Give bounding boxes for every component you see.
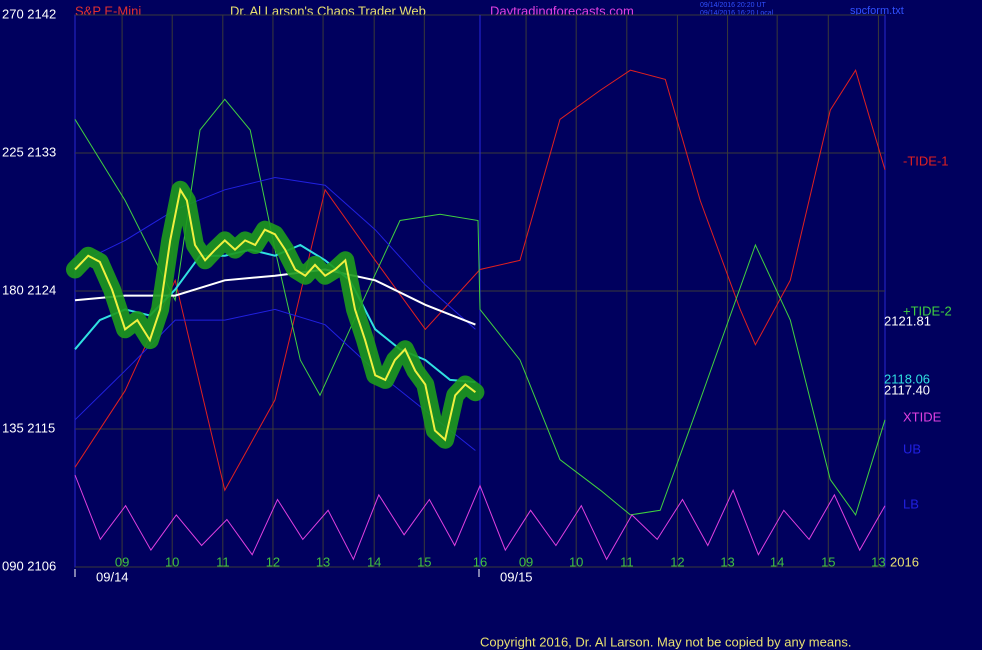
x-tick-label: 14 — [770, 554, 784, 569]
series-line — [74, 176, 476, 330]
legend-label: UB — [903, 441, 921, 456]
legend-label: +TIDE-2 — [903, 303, 952, 318]
copyright: Copyright 2016, Dr. Al Larson. May not b… — [480, 634, 851, 649]
x-tick-label: 16 — [473, 554, 487, 569]
y-tick-label: 270 2142 — [2, 6, 56, 21]
plot: 090 2106 135 2115 180 2124 225 2133 270 2142… — [2, 6, 952, 584]
end-value-label: 2117.40 — [884, 382, 930, 397]
file-name: spcform.txt — [850, 5, 904, 17]
y-tick-label: 090 2106 — [2, 558, 56, 573]
x-tick-label: 12 — [266, 554, 280, 569]
series-line — [74, 69, 886, 492]
x-tick-label: 09 — [519, 554, 533, 569]
legend-label: XTIDE — [903, 409, 942, 424]
x-tick-label: 10 — [569, 554, 583, 569]
series-line — [74, 308, 476, 451]
series-line — [74, 98, 886, 517]
legend-label: -TIDE-1 — [903, 153, 949, 168]
x-tick-label: 11 — [216, 554, 230, 569]
end-value-label: 2121.81 — [884, 313, 931, 328]
x-tick-label: 13 — [720, 554, 734, 569]
date-label: 09/15 — [500, 569, 533, 584]
x-tick-label: 15 — [821, 554, 835, 569]
end-value-label: 2118.06 — [884, 371, 930, 386]
x-tick-label: 15 — [417, 554, 431, 569]
x-tick-label: 14 — [367, 554, 381, 569]
time-ut: 09/14/2016 20:20 UT — [700, 2, 766, 9]
legend-label: LB — [903, 496, 919, 511]
y-tick-label: 180 2124 — [2, 282, 56, 297]
series-line — [74, 268, 476, 326]
date-label: 09/14 — [96, 569, 129, 584]
x-tick-label: 11 — [620, 554, 634, 569]
x-tick-label: 12 — [670, 554, 684, 569]
series-line — [74, 187, 477, 442]
x-tick-label: 09 — [115, 554, 129, 569]
series-line — [74, 474, 886, 561]
time-local: 09/14/2016 16:20 Local — [700, 10, 774, 17]
x-tick-label: 13 — [871, 554, 885, 569]
y-tick-label: 225 2133 — [2, 144, 56, 159]
y-tick-label: 135 2115 — [2, 420, 55, 435]
x-tick-label: 10 — [165, 554, 179, 569]
x-tick-label: 13 — [316, 554, 330, 569]
year-label: 2016 — [890, 554, 919, 569]
